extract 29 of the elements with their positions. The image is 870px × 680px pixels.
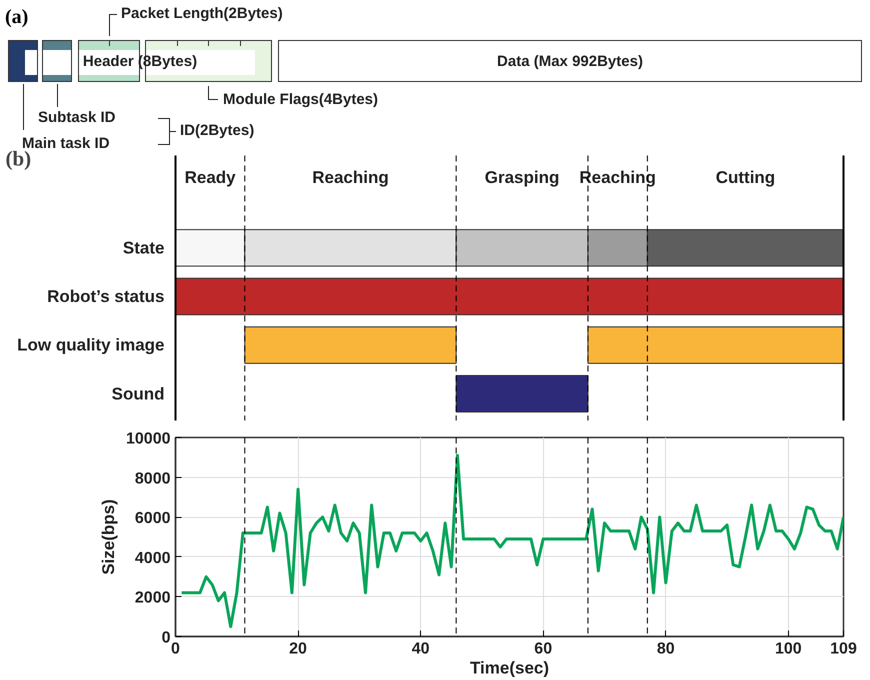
y-axis-title: Size(bps) bbox=[99, 499, 118, 575]
y-tick-label: 2000 bbox=[134, 590, 171, 607]
y-tick-label: Robot’s status bbox=[47, 287, 165, 306]
x-tick-label: 60 bbox=[534, 640, 552, 658]
y-tick-label: 0 bbox=[162, 630, 171, 646]
text: ID(2Bytes) bbox=[180, 122, 254, 140]
text: Module Flags(4Bytes) bbox=[223, 91, 378, 109]
text: Data (Max 992Bytes) bbox=[496, 53, 644, 71]
y-tick-label: Low quality image bbox=[17, 336, 165, 355]
text: Packet Length(2Bytes) bbox=[121, 5, 283, 23]
x-tick-label: 80 bbox=[656, 640, 675, 658]
y-tick-label: State bbox=[122, 238, 165, 258]
x-tick-label: 109 bbox=[830, 640, 857, 658]
x-tick-label: 40 bbox=[412, 640, 430, 658]
text: Grasping bbox=[484, 168, 560, 187]
y-tick-label: 10000 bbox=[126, 430, 171, 448]
x-axis-title: Time(sec) bbox=[470, 658, 550, 678]
y-tick-label: 6000 bbox=[134, 510, 171, 528]
y-tick-label: 8000 bbox=[134, 470, 171, 488]
x-tick-label: 100 bbox=[774, 640, 802, 658]
text: (a) bbox=[5, 5, 28, 30]
text: Ready bbox=[184, 168, 236, 187]
text: Reaching bbox=[312, 168, 389, 187]
text: Cutting bbox=[716, 168, 776, 187]
x-tick-label: 20 bbox=[289, 640, 308, 658]
text: Subtask ID bbox=[38, 109, 116, 127]
y-tick-label: Sound bbox=[112, 384, 165, 404]
text: Reaching bbox=[579, 168, 656, 187]
y-tick-label: 4000 bbox=[134, 550, 171, 567]
